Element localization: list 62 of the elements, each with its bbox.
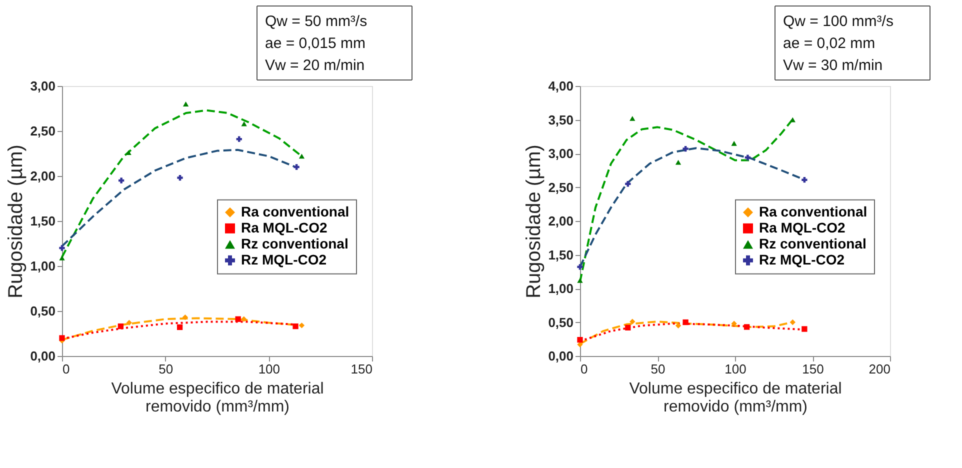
y-tick-label: 1,50 [548, 247, 574, 262]
legend-label: Rz conventional [759, 235, 866, 252]
point [577, 264, 583, 270]
y-tick-label: 0,00 [548, 348, 574, 364]
y-tick-label: 0,00 [30, 348, 56, 364]
point [744, 154, 751, 160]
legend-label: Rz conventional [241, 235, 348, 252]
point [675, 160, 682, 165]
point [802, 326, 808, 332]
point [675, 322, 682, 328]
x-tick-label: 200 [868, 362, 890, 376]
legend-label: Ra MQL-CO2 [759, 219, 846, 236]
y-tick-label: 2,50 [30, 124, 56, 138]
y-tick-label: 0,50 [30, 304, 56, 318]
point [682, 319, 688, 326]
y-tick-label: 1,50 [30, 214, 56, 228]
point [625, 324, 631, 330]
legend-label: Rz MQL-CO2 [759, 251, 845, 268]
point [625, 181, 631, 187]
y-tick-label: 3,00 [30, 78, 56, 94]
y-tick-label: 1,00 [548, 281, 574, 296]
y-tick-label: 3,50 [548, 112, 574, 128]
text: ae = 0,015 mm [265, 35, 366, 52]
point [790, 319, 796, 326]
y-axis-title: Rugosidade (µm) [523, 144, 546, 298]
text: ae = 0,02 mm [783, 35, 876, 52]
y-tick-label: 3,00 [548, 146, 574, 161]
y-tick-label: 2,00 [30, 168, 56, 184]
y-tick-label: 1,00 [30, 258, 56, 274]
x-tick-label: 0 [580, 362, 588, 376]
y-tick-label: 2,50 [548, 180, 574, 195]
legend-label: Ra conventional [759, 203, 868, 220]
x-tick-label: 100 [724, 362, 746, 376]
x-axis-title: Volume especifico de material removido (mm³/mm) [111, 380, 324, 416]
text: Vw = 20 m/min [265, 57, 365, 74]
legend-label: Rz MQL-CO2 [241, 251, 327, 268]
point [731, 140, 737, 146]
x-axis-title: Volume especifico de material removido (mm³/mm) [629, 380, 842, 416]
text: Qw = 100 mm³/s [783, 13, 894, 30]
x-tick-label: 50 [650, 362, 666, 376]
y-tick-label: 2,00 [548, 214, 574, 228]
text: Vw = 30 m/min [783, 57, 883, 74]
point [744, 324, 750, 330]
point [790, 117, 796, 122]
x-tick-label: 150 [802, 362, 824, 376]
point [577, 336, 583, 343]
point [630, 116, 636, 121]
x-tick-label: 0 [62, 362, 70, 376]
y-tick-label: 4,00 [548, 78, 574, 94]
x-tick-label: 50 [158, 362, 174, 376]
x-tick-label: 100 [258, 362, 280, 376]
y-axis-title: Rugosidade (µm) [5, 144, 28, 298]
point [731, 320, 737, 326]
y-tick-label: 0,50 [548, 314, 574, 330]
point [682, 146, 688, 152]
point [802, 176, 808, 183]
text: Qw = 50 mm³/s [265, 13, 368, 30]
legend-label: Ra conventional [241, 203, 350, 220]
x-tick-label: 150 [350, 362, 372, 376]
point [630, 318, 636, 324]
legend-label: Ra MQL-CO2 [241, 219, 328, 236]
point [577, 278, 583, 283]
